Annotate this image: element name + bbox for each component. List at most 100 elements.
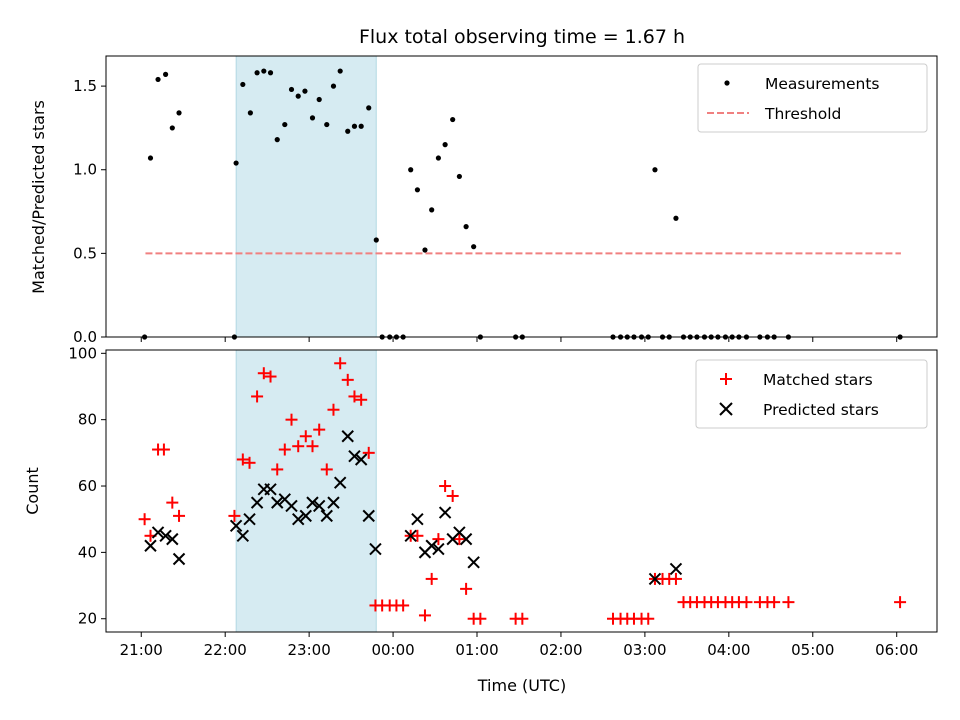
matched-stars-point [782, 596, 795, 609]
x-tick-label: 04:00 [707, 641, 750, 659]
matched-stars-point [285, 413, 298, 426]
matched-stars-point [166, 496, 179, 509]
predicted-stars-point [299, 509, 312, 523]
measurement-point [442, 142, 448, 148]
ratio-y-axis-label: Matched/Predicted stars [29, 100, 48, 294]
legend-label-threshold: Threshold [764, 105, 841, 123]
count-panel: 20 40 60 80 100 21:00 22:00 23:00 00:00 01:00 02:… [23, 344, 938, 695]
matched-stars-point [278, 443, 291, 456]
measurement-point [456, 173, 462, 180]
measurement-point [652, 167, 658, 173]
predicted-stars-point [264, 483, 277, 496]
predicted-stars-point [348, 449, 361, 463]
predicted-stars-point [411, 512, 424, 526]
measurement-point [288, 86, 295, 93]
matched-stars-point [313, 423, 326, 436]
measurement-point [247, 110, 253, 116]
ratio-panel: 0.0 0.5 1.0 1.5 Matched/Predicted stars Mea… [29, 55, 938, 346]
measurement-point [435, 155, 441, 161]
matched-stars-point [362, 446, 375, 459]
predicted-stars-point [320, 509, 333, 523]
matched-stars-point [439, 480, 452, 493]
predicted-stars-point [432, 542, 445, 556]
measurement-point [254, 70, 260, 76]
measurement-point [345, 128, 351, 134]
measurement-point [673, 215, 679, 221]
predicted-stars-point [467, 556, 480, 569]
measurement-point [463, 224, 469, 230]
predicted-stars-point [144, 539, 157, 552]
measurement-point [337, 68, 343, 74]
x-tick-label: 00:00 [371, 641, 414, 659]
measurement-point [295, 93, 301, 99]
y-tick-label: 1.5 [73, 77, 97, 95]
measurement-point [147, 155, 154, 161]
predicted-stars-point [159, 529, 172, 542]
matched-stars-point [768, 596, 781, 609]
x-tick-label: 03:00 [623, 641, 666, 659]
y-tick-label: 100 [68, 344, 97, 362]
measurement-point [282, 121, 288, 128]
predicted-stars-point [229, 519, 243, 533]
x-tick-label: 05:00 [791, 641, 834, 659]
measurement-point [414, 187, 421, 193]
ratio-axes-frame [105, 55, 938, 338]
measurement-point [261, 68, 267, 74]
predicted-stars-point [285, 499, 298, 513]
matched-stars-point [292, 440, 305, 453]
y-tick-label: 80 [78, 411, 97, 429]
matched-stars-point [474, 612, 487, 625]
count-axes-frame [105, 349, 938, 633]
predicted-stars-point [362, 509, 375, 523]
y-tick-label: 0.5 [73, 244, 97, 262]
matched-stars-point [397, 599, 410, 612]
x-tick-label: 01:00 [455, 641, 498, 659]
measurement-point [162, 71, 169, 77]
matched-stars-point [516, 612, 529, 625]
measurement-point [422, 247, 428, 253]
matched-stars-point [138, 513, 151, 526]
chart-title: Flux total observing time = 1.67 h [359, 26, 685, 48]
matched-stars-point [271, 463, 284, 476]
measurement-point [429, 207, 435, 213]
predicted-stars-point [669, 562, 683, 576]
measurement-point [176, 110, 182, 116]
matched-stars-point [411, 529, 424, 542]
predicted-stars-point [306, 496, 319, 509]
predicted-stars-point [459, 532, 473, 546]
legend-label-predicted: Predicted stars [763, 401, 879, 419]
matched-stars-point [236, 453, 249, 466]
matched-stars-point [327, 403, 340, 416]
matched-stars-point [355, 393, 368, 406]
predicted-stars-point [292, 512, 305, 526]
matched-stars-point [173, 509, 186, 522]
y-tick-label: 60 [78, 477, 97, 495]
matched-stars-point [243, 456, 256, 469]
measurement-point [366, 105, 372, 111]
legend-label-measurements: Measurements [765, 75, 880, 93]
matched-stars-point [320, 463, 333, 476]
measurement-point [324, 121, 330, 128]
x-axis-label: Time (UTC) [477, 676, 566, 695]
y-tick-label: 20 [78, 610, 97, 628]
measurement-point [233, 160, 239, 166]
x-tick-label: 21:00 [120, 641, 163, 659]
legend-marker-matched [720, 373, 732, 385]
matched-stars-point [894, 596, 907, 609]
x-tick-label: 22:00 [204, 641, 247, 659]
measurement-point [358, 123, 364, 129]
y-tick-label: 1.0 [73, 161, 97, 179]
matched-stars-point [251, 390, 264, 403]
matched-stars-point [418, 609, 431, 622]
predicted-stars-point [166, 532, 179, 546]
matched-stars-point [306, 440, 319, 453]
predicted-stars-point [250, 496, 264, 509]
legend-marker-measurements [724, 80, 730, 86]
count-legend: Matched stars Predicted stars [695, 359, 928, 429]
matched-stars-point [264, 370, 277, 383]
matched-stars-point [460, 582, 473, 595]
measurement-point [450, 116, 456, 123]
measurement-point [408, 167, 414, 173]
matched-stars-point [257, 367, 270, 380]
